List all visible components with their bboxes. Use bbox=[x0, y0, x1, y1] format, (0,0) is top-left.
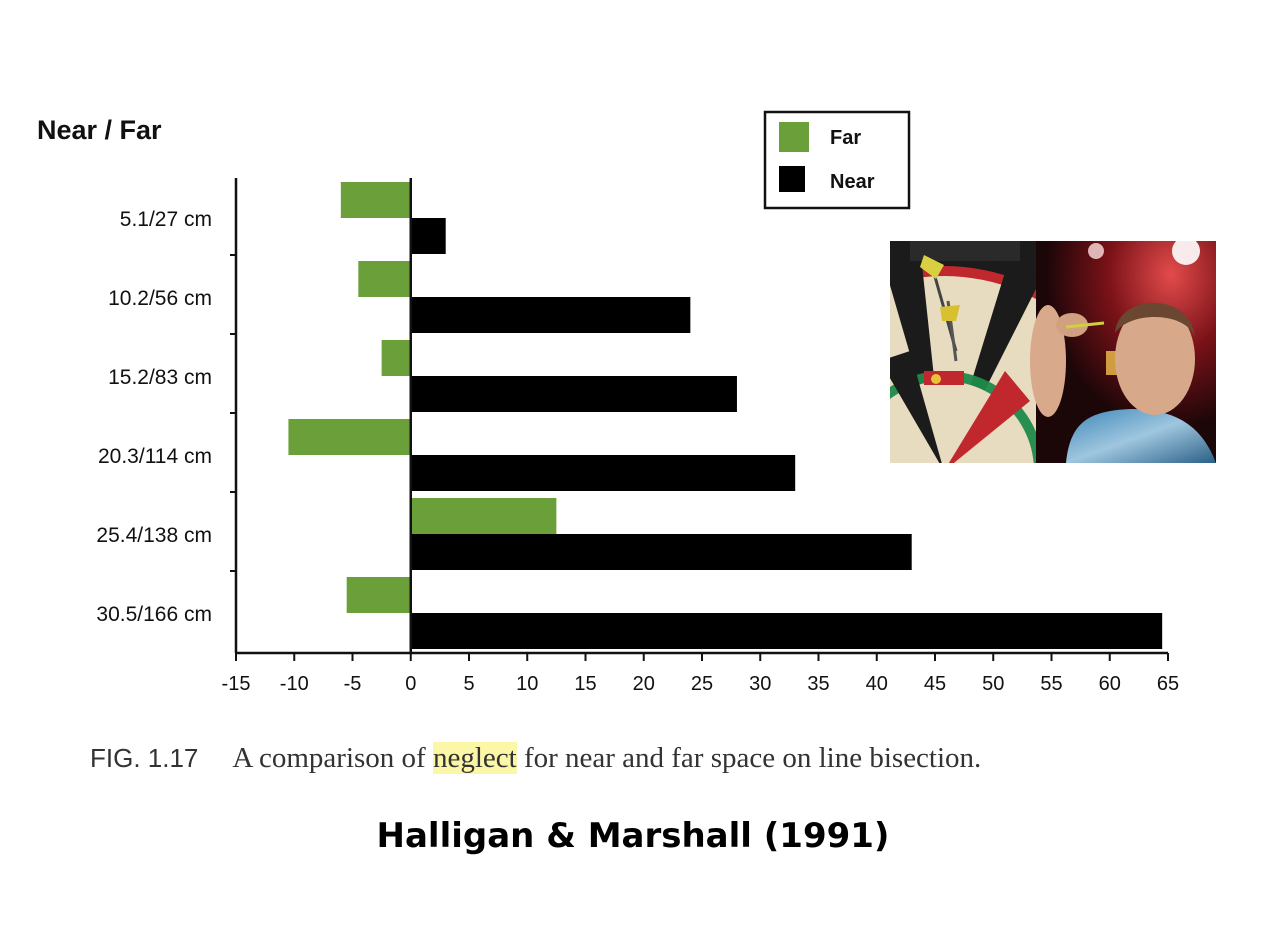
bar-far-2 bbox=[381, 340, 411, 376]
bar-far-5 bbox=[346, 577, 411, 613]
caption-text-before: A comparison of bbox=[232, 742, 433, 774]
caption-highlight: neglect bbox=[432, 742, 517, 774]
figure-caption: FIG. 1.17 A comparison of neglect for nea… bbox=[90, 742, 981, 775]
x-tick-label-10: 35 bbox=[807, 673, 829, 695]
x-tick-label-14: 55 bbox=[1040, 673, 1062, 695]
x-tick-label-4: 5 bbox=[463, 673, 474, 695]
legend: Far Near bbox=[763, 110, 911, 210]
category-label-1: 10.2/56 cm bbox=[108, 287, 212, 310]
x-tick-label-8: 25 bbox=[691, 673, 713, 695]
bar-far-1 bbox=[358, 261, 411, 297]
x-tick-label-3: 0 bbox=[405, 673, 416, 695]
bar-near-0 bbox=[410, 218, 446, 254]
x-tick-label-2: -5 bbox=[344, 673, 362, 695]
figure-label: FIG. 1.17 bbox=[90, 743, 199, 773]
category-label-0: 5.1/27 cm bbox=[120, 208, 212, 231]
legend-swatch-far bbox=[779, 122, 809, 152]
legend-label-near: Near bbox=[830, 171, 875, 193]
bar-near-5 bbox=[410, 613, 1163, 649]
bar-far-3 bbox=[288, 419, 411, 455]
x-tick-label-15: 60 bbox=[1099, 673, 1121, 695]
bar-far-4 bbox=[410, 498, 557, 534]
x-tick-label-9: 30 bbox=[749, 673, 771, 695]
x-tick-label-0: -15 bbox=[222, 673, 251, 695]
y-axis-title: Near / Far bbox=[37, 115, 162, 145]
x-tick-label-16: 65 bbox=[1157, 673, 1179, 695]
bar-near-3 bbox=[410, 455, 796, 491]
x-tick-label-6: 15 bbox=[574, 673, 596, 695]
category-label-2: 15.2/83 cm bbox=[108, 366, 212, 389]
legend-swatch-near bbox=[779, 166, 805, 192]
bars-group bbox=[288, 182, 1163, 649]
bar-near-2 bbox=[410, 376, 737, 412]
category-label-3: 20.3/114 cm bbox=[98, 445, 212, 468]
bar-near-1 bbox=[410, 297, 691, 333]
bar-chart: Near / Far -15 -10 -5 0 5 10 15 20 25 30 35 40 45 50 5… bbox=[37, 110, 1179, 695]
x-ticks-group: -15 -10 -5 0 5 10 15 20 25 30 35 40 45 50 55 60 65 bbox=[222, 653, 1179, 695]
bar-far-0 bbox=[340, 182, 411, 218]
category-label-4: 25.4/138 cm bbox=[96, 524, 212, 547]
caption-text-after: for near and far space on line bisection… bbox=[516, 742, 982, 774]
x-tick-label-1: -10 bbox=[280, 673, 309, 695]
darts-game-photo bbox=[890, 241, 1216, 463]
category-labels-group: 5.1/27 cm 10.2/56 cm 15.2/83 cm 20.3/114 cm… bbox=[96, 208, 212, 626]
x-tick-label-13: 50 bbox=[982, 673, 1004, 695]
x-tick-label-11: 40 bbox=[866, 673, 888, 695]
legend-label-far: Far bbox=[830, 127, 861, 149]
bar-near-4 bbox=[410, 534, 912, 570]
x-tick-label-12: 45 bbox=[924, 673, 946, 695]
category-label-5: 30.5/166 cm bbox=[96, 603, 212, 626]
x-tick-label-7: 20 bbox=[633, 673, 655, 695]
x-tick-label-5: 10 bbox=[516, 673, 538, 695]
citation: Halligan & Marshall (1991) bbox=[376, 816, 890, 856]
